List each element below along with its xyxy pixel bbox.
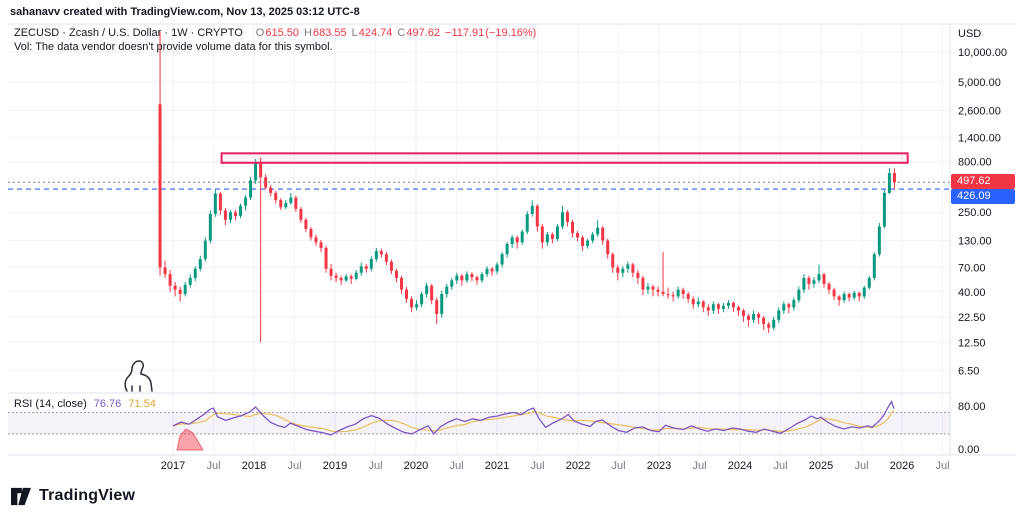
rsi-axis-label: 80.00 bbox=[958, 401, 986, 413]
time-axis-label: Jul bbox=[206, 460, 220, 472]
tradingview-logo-icon bbox=[11, 487, 31, 506]
price-axis-label: 6.50 bbox=[958, 366, 979, 378]
rsi-legend[interactable]: RSI (14, close) 76.76 71.54 bbox=[14, 398, 156, 410]
chart-legend[interactable]: ZECUSD · Zcash / U.S. Dollar · 1W · CRYP… bbox=[14, 27, 536, 39]
rsi-line bbox=[172, 400, 895, 436]
price-axis-label: 22.50 bbox=[958, 312, 986, 324]
price-axis[interactable]: USD 10,000.00 5,000.00 2,600.00 1,400.00 800.… bbox=[958, 28, 1007, 456]
pane-separators bbox=[8, 23, 1016, 456]
time-axis-label: 2023 bbox=[647, 460, 671, 472]
open-value: 615.50 bbox=[265, 27, 300, 39]
time-axis-label: 2018 bbox=[242, 460, 266, 472]
price-axis-label: 1,400.00 bbox=[958, 132, 1001, 144]
change-value: −117.91 bbox=[445, 27, 485, 39]
brush-drawing[interactable] bbox=[176, 428, 204, 451]
price-axis-label: 40.00 bbox=[958, 287, 986, 299]
price-axis-label: 12.50 bbox=[958, 337, 986, 349]
time-axis-label: 2024 bbox=[728, 460, 752, 472]
close-label: C bbox=[397, 27, 406, 39]
time-axis-label: 2022 bbox=[566, 460, 590, 472]
last-price-tag: 497.62 bbox=[951, 174, 1015, 189]
tradingview-logo[interactable]: TradingView bbox=[10, 486, 135, 506]
time-axis-label: Jul bbox=[530, 460, 544, 472]
time-axis-label: Jul bbox=[692, 460, 706, 472]
low-label: L bbox=[351, 27, 358, 39]
rsi-band bbox=[8, 411, 950, 435]
time-axis-label: 2025 bbox=[809, 460, 833, 472]
time-axis-label: 2021 bbox=[485, 460, 509, 472]
rectangle-drawing[interactable] bbox=[220, 152, 909, 164]
attribution-text: sahanavv created with TradingView.com, N… bbox=[10, 6, 360, 18]
price-axis-label: 800.00 bbox=[958, 157, 992, 169]
time-axis-label: Jul bbox=[854, 460, 868, 472]
volume-note: Vol: The data vendor doesn't provide vol… bbox=[14, 41, 333, 53]
alert-price-tag[interactable]: 426.09 bbox=[951, 189, 1015, 204]
price-axis-label: 2,600.00 bbox=[958, 106, 1001, 118]
close-value: 497.62 bbox=[406, 27, 441, 39]
open-label: O bbox=[255, 27, 265, 39]
candlestick-series bbox=[158, 31, 896, 343]
rsi-smoothing-line bbox=[172, 410, 895, 433]
currency-label: USD bbox=[958, 28, 981, 40]
price-axis-label: 5,000.00 bbox=[958, 77, 1001, 89]
rsi-value: 76.76 bbox=[93, 398, 122, 410]
rsi-smoothing-value: 71.54 bbox=[128, 398, 156, 410]
symbol-title: ZECUSD · Zcash / U.S. Dollar · 1W · CRYP… bbox=[14, 27, 243, 39]
time-axis-label: 2019 bbox=[323, 460, 347, 472]
grid-lines bbox=[8, 24, 950, 455]
price-axis-label: 70.00 bbox=[958, 262, 986, 274]
price-axis-label: 250.00 bbox=[958, 207, 992, 219]
time-axis-label: Jul bbox=[368, 460, 382, 472]
time-axis-label: 2026 bbox=[890, 460, 914, 472]
high-value: 683.55 bbox=[312, 27, 347, 39]
high-label: H bbox=[304, 27, 312, 39]
time-axis-label: Jul bbox=[449, 460, 463, 472]
time-axis[interactable]: 2017 Jul 2018 Jul 2019 Jul 2020 Jul 2021 Jul 2022 J… bbox=[161, 460, 950, 472]
price-axis-label: 130.00 bbox=[958, 236, 992, 248]
time-axis-label: Jul bbox=[773, 460, 787, 472]
time-axis-label: Jul bbox=[287, 460, 301, 472]
tradingview-brand-text: TradingView bbox=[39, 487, 136, 504]
dino-doodle-icon[interactable] bbox=[124, 360, 153, 392]
time-axis-label: 2020 bbox=[404, 460, 428, 472]
low-value: 424.74 bbox=[358, 27, 393, 39]
time-axis-label: Jul bbox=[935, 460, 949, 472]
time-axis-label: Jul bbox=[611, 460, 625, 472]
rsi-title: RSI (14, close) bbox=[14, 398, 87, 410]
change-percent: (−19.16%) bbox=[485, 27, 537, 39]
price-axis-label: 10,000.00 bbox=[958, 47, 1007, 59]
time-axis-label: 2017 bbox=[161, 460, 185, 472]
rsi-axis-label: 0.00 bbox=[958, 444, 979, 456]
